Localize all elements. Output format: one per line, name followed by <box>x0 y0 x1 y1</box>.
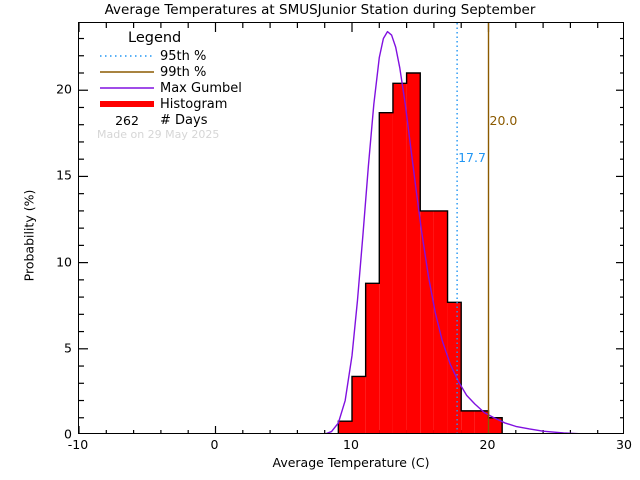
histogram-bar <box>420 210 434 433</box>
histogram-bar <box>488 417 503 433</box>
legend-key-filled-swatch <box>100 97 154 111</box>
legend-entry: 95th % <box>100 48 310 64</box>
histogram-bar <box>474 410 489 433</box>
histogram-bar <box>406 72 421 433</box>
x-tick-label: 20 <box>479 437 496 452</box>
y-tick-label: 15 <box>56 167 72 183</box>
y-tick-label: 20 <box>56 81 72 97</box>
days-count-value: 262 <box>115 112 139 128</box>
legend-entry-days: 262 # Days <box>100 112 310 128</box>
vline-label-99th-: 20.0 <box>489 113 518 128</box>
y-tick-label: 0 <box>64 426 72 442</box>
legend-entry-label: Max Gumbel <box>160 80 242 96</box>
histogram-bar <box>365 283 380 433</box>
histogram-bar <box>461 410 475 433</box>
histogram-bar <box>352 376 366 433</box>
gumbel-curve <box>325 30 579 433</box>
days-count-label: # Days <box>160 112 208 128</box>
legend-entry: 99th % <box>100 64 310 80</box>
x-tick-label: 0 <box>210 437 219 452</box>
histogram-bar <box>447 302 462 433</box>
x-tick-label: 10 <box>343 437 359 452</box>
legend-entry-label: 95th % <box>160 48 207 64</box>
legend-entry: Max Gumbel <box>100 80 310 96</box>
y-axis-title: Probability (%) <box>21 189 37 282</box>
histogram-bar <box>379 112 393 433</box>
y-tick-label: 5 <box>64 340 72 356</box>
histogram-bar <box>392 83 407 433</box>
legend-entry-label: 99th % <box>160 64 207 80</box>
plot-area <box>78 22 624 434</box>
legend-entry: Histogram <box>100 96 310 112</box>
legend-entry-label: Histogram <box>160 96 228 112</box>
x-tick-label: -10 <box>67 437 89 452</box>
histogram-bar <box>433 210 448 433</box>
histogram-outline <box>337 72 503 433</box>
legend-key-solid-line <box>100 81 154 95</box>
legend-entries: 95th % 99th % Max Gumbel Histogram <box>100 48 310 112</box>
x-tick-label: 30 <box>616 437 632 452</box>
legend-key-dotted-line <box>100 49 154 63</box>
x-axis-title: Average Temperature (C) <box>272 455 430 470</box>
legend-title: Legend <box>128 30 182 46</box>
histogram-bar <box>338 421 352 433</box>
legend: Legend 95th % 99th % Max Gumbel Histogram 2… <box>100 30 310 128</box>
plot-canvas <box>79 23 623 433</box>
legend-key-solid-line <box>100 65 154 79</box>
y-tick-label: 10 <box>56 254 72 270</box>
chart-title: Average Temperatures at SMUSJunior Stati… <box>104 2 536 18</box>
watermark: Made on 29 May 2025 <box>97 128 220 141</box>
vline-label-95th-: 17.7 <box>458 150 486 165</box>
